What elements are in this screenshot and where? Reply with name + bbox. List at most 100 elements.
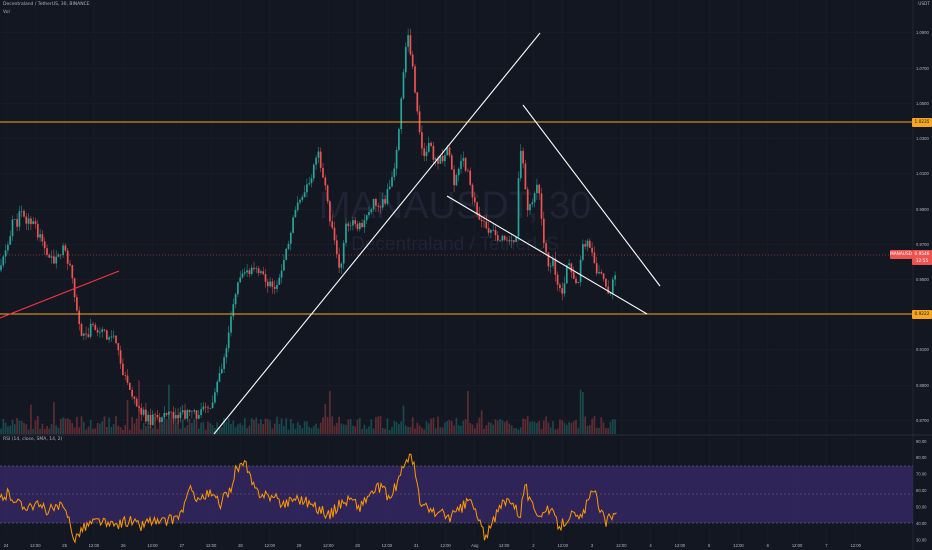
volume-bar — [69, 419, 71, 434]
volume-bar — [92, 428, 94, 434]
candle-body — [69, 263, 71, 266]
volume-bar — [490, 422, 492, 434]
volume-bar — [179, 428, 182, 434]
rising-trendline[interactable] — [213, 32, 541, 435]
rsi-tick-label: 80.00 — [916, 455, 927, 460]
volume-label[interactable]: Vol — [3, 10, 10, 15]
wedge-upper-trendline[interactable] — [522, 104, 661, 287]
price-tick-label: 1.0300 — [916, 136, 929, 141]
candle-body — [179, 412, 182, 419]
volume-bar — [591, 418, 593, 434]
candle-body — [46, 248, 48, 255]
volume-bar — [441, 427, 444, 434]
candle-body — [260, 271, 262, 274]
countdown-tag: 12:55 — [912, 258, 932, 265]
symbol-title[interactable]: Decentraland / TetherUS, 30, BINANCE — [3, 2, 90, 7]
volume-bar — [395, 421, 398, 434]
volume-bar — [260, 419, 262, 434]
volume-bar — [384, 428, 386, 434]
volume-bar — [549, 427, 552, 434]
volume-bar — [246, 427, 248, 434]
volume-bar — [119, 427, 122, 434]
volume-bar — [598, 427, 600, 434]
volume-bar — [455, 417, 458, 434]
rsi-tick-label: 90.00 — [916, 439, 927, 444]
candle-body — [368, 212, 370, 216]
candle-body — [207, 407, 209, 409]
candle-body — [572, 272, 575, 279]
candle-body — [85, 333, 87, 335]
rsi-title[interactable]: RSI (14, close, SMA, 14, 2) — [3, 437, 63, 442]
watermark: MANAUSDT, 30 Decentraland / TetherUS — [319, 185, 591, 255]
volume-bar — [602, 422, 605, 434]
volume-bar — [312, 425, 315, 434]
volume-bar — [400, 421, 403, 434]
volume-bar — [39, 428, 41, 434]
candle-body — [384, 199, 386, 204]
time-tick-label: 12:00 — [89, 543, 100, 548]
candle-body — [48, 254, 51, 258]
volume-bar — [264, 418, 267, 434]
candle-body — [547, 252, 550, 267]
volume-bar — [485, 425, 488, 434]
volume-bar — [80, 416, 83, 434]
volume-bar — [243, 418, 246, 434]
candle-body — [340, 263, 343, 268]
volume-bar — [434, 428, 437, 434]
volume-bar — [607, 428, 610, 434]
candle-body — [582, 244, 584, 260]
candle-body — [432, 145, 435, 160]
rsi-line — [0, 453, 617, 544]
volume-bar — [340, 423, 343, 434]
candle-body — [200, 409, 202, 415]
candle-body — [101, 329, 104, 332]
volume-bar — [425, 421, 428, 434]
price-axis[interactable]: 1.0900 1.0700 1.0500 1.0300 1.0100 0.9900 0.97… — [916, 30, 929, 423]
wedge-lower-trendline[interactable] — [446, 195, 648, 315]
candle-body — [289, 232, 292, 244]
time-axis[interactable]: 24 12:00 25 12:00 26 12:00 27 12:00 28 12:00 29 12:… — [4, 543, 862, 548]
candle-body — [32, 221, 35, 225]
rsi-pane[interactable] — [0, 453, 913, 544]
volume-bar — [572, 421, 575, 434]
volume-bar — [140, 429, 143, 434]
rsi-band — [0, 466, 913, 523]
volume-bar — [547, 422, 550, 434]
volume-bar — [556, 428, 559, 434]
candle-body — [163, 412, 166, 418]
volume-bar — [82, 422, 85, 434]
time-tick-label: 12:00 — [323, 543, 334, 548]
volume-bar — [32, 428, 35, 434]
volume-bar — [186, 425, 189, 434]
candle-body — [552, 258, 554, 266]
volume-bar — [561, 420, 564, 434]
volume-bar — [197, 428, 200, 434]
volume-bar — [253, 419, 255, 434]
candle-body — [322, 167, 324, 178]
candle-body — [108, 337, 110, 340]
trendlines[interactable] — [0, 32, 661, 435]
volume-bar — [66, 418, 69, 434]
volume-bar — [20, 421, 23, 434]
red-trendline[interactable] — [0, 270, 120, 319]
candle-body — [565, 265, 568, 284]
candle-body — [239, 277, 242, 283]
candle-body — [158, 417, 161, 423]
volume-bar — [7, 426, 9, 434]
candle-body — [41, 234, 44, 242]
volume-bar — [423, 429, 426, 434]
candle-body — [147, 414, 150, 422]
time-tick-label: Aug — [471, 543, 479, 548]
time-tick-label: 12:00 — [675, 543, 686, 548]
price-tick-label: 1.0700 — [916, 66, 929, 71]
volume-bar — [386, 418, 389, 434]
volume-bar — [559, 419, 561, 434]
candle-body — [0, 265, 2, 271]
candle-body — [361, 222, 363, 228]
volume-bar — [524, 419, 527, 434]
rsi-axis[interactable]: 90.00 80.00 70.00 60.00 50.00 40.00 30.00 — [916, 439, 927, 543]
candle-body — [184, 410, 186, 419]
volume-bar — [99, 423, 101, 434]
volume-bar — [358, 417, 361, 434]
